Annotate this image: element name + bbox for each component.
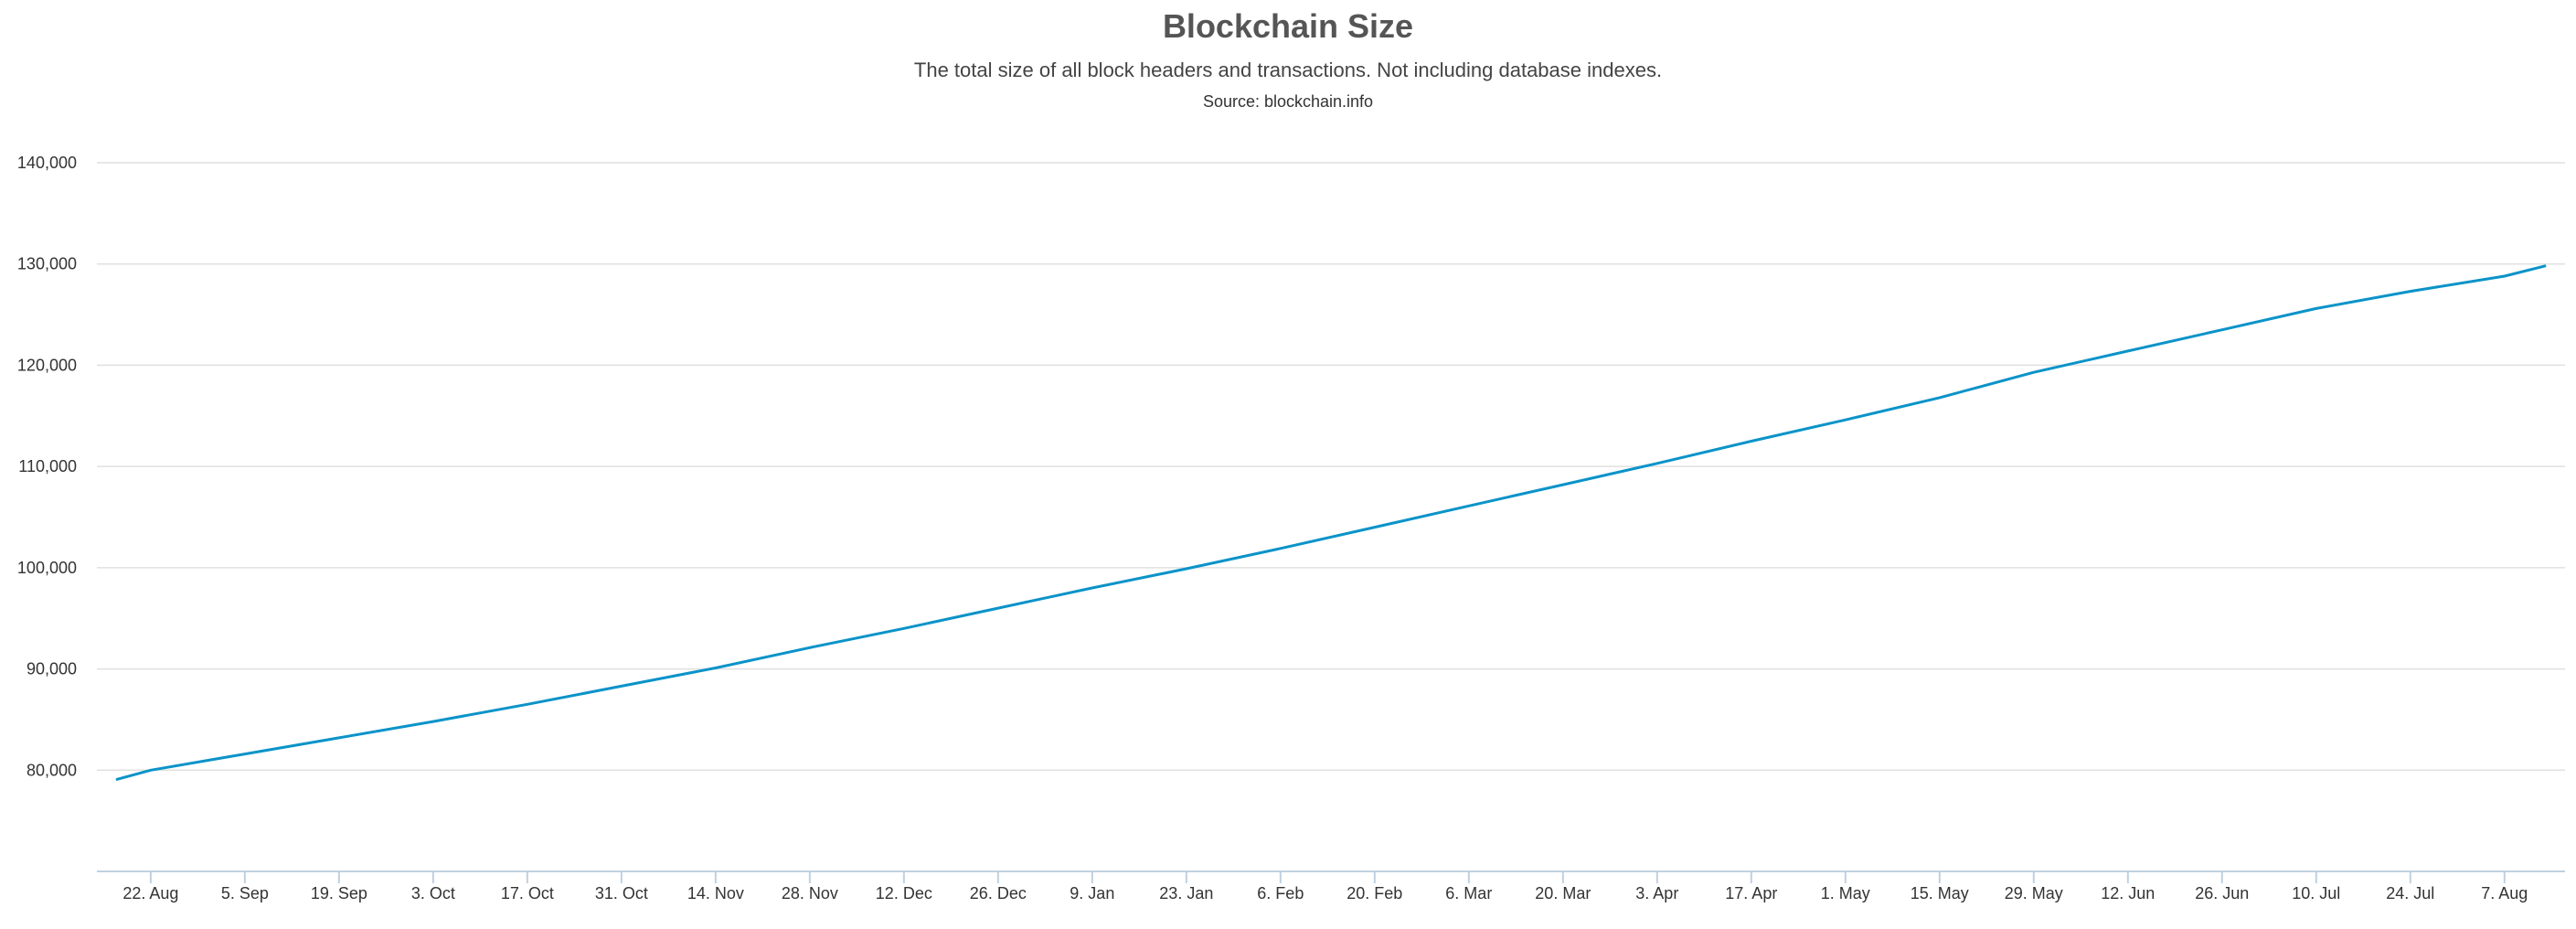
- chart-source: Source: blockchain.info: [1202, 92, 1374, 111]
- x-tick-label: 1. May: [1821, 884, 1870, 902]
- y-tick-label: 110,000: [18, 457, 77, 475]
- x-axis: 22. Aug 5. Sep 19. Sep 3. Oct 17. Oct 31. Oct…: [97, 870, 2565, 902]
- x-tick-label: 14. Nov: [687, 884, 744, 902]
- y-tick-label: 90,000: [27, 660, 77, 678]
- x-tick-label: 17. Oct: [501, 884, 554, 902]
- x-tick-label: 6. Mar: [1445, 884, 1492, 902]
- series-line: [115, 264, 2547, 781]
- x-tick-label: 23. Jan: [1159, 884, 1213, 902]
- x-tick-label: 3. Apr: [1635, 884, 1678, 902]
- x-tick-label: 12. Jun: [2101, 884, 2155, 902]
- series-group: [115, 264, 2547, 781]
- x-tick-label: 22. Aug: [122, 884, 178, 902]
- x-tick-label: 19. Sep: [311, 884, 367, 902]
- x-tick-label: 12. Dec: [876, 884, 932, 902]
- y-tick-label: 80,000: [27, 761, 77, 779]
- x-tick-label: 17. Apr: [1725, 884, 1777, 902]
- x-tick-label: 6. Feb: [1257, 884, 1304, 902]
- x-tick-label: 31. Oct: [595, 884, 648, 902]
- x-tick-label: 20. Feb: [1347, 884, 1402, 902]
- x-tick-label: 29. May: [2005, 884, 2063, 902]
- x-tick-label: 10. Jul: [2292, 884, 2340, 902]
- y-axis: 80,000 90,000 100,000 110,000 120,000 130,000…: [17, 154, 77, 779]
- y-tick-label: 120,000: [17, 356, 77, 374]
- x-tick-label: 5. Sep: [221, 884, 269, 902]
- y-tick-label: 100,000: [17, 559, 77, 577]
- chart-title: Blockchain Size: [1162, 7, 1414, 45]
- grid-lines: [97, 162, 2565, 772]
- x-tick-label: 3. Oct: [411, 884, 455, 902]
- y-tick-label: 140,000: [17, 154, 77, 172]
- x-tick-label: 26. Dec: [970, 884, 1027, 902]
- x-tick-label: 26. Jun: [2195, 884, 2249, 902]
- x-tick-label: 15. May: [1911, 884, 1969, 902]
- x-tick-label: 28. Nov: [782, 884, 838, 902]
- x-tick-label: 24. Jul: [2386, 884, 2434, 902]
- chart-subtitle: The total size of all block headers and …: [913, 59, 1663, 81]
- x-tick-label: 7. Aug: [2481, 884, 2528, 902]
- x-tick-label: 20. Mar: [1535, 884, 1591, 902]
- y-tick-label: 130,000: [17, 255, 77, 273]
- x-tick-label: 9. Jan: [1070, 884, 1114, 902]
